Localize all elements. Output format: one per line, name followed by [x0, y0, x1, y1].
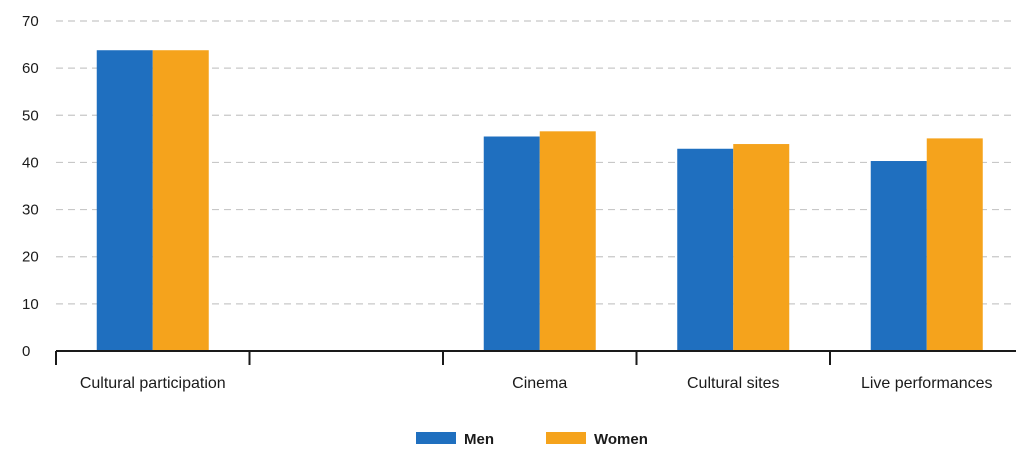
- y-tick-label: 60: [22, 60, 39, 77]
- bar-men-cultural-sites: [677, 148, 734, 351]
- bar-women-live-performances: [926, 138, 983, 351]
- bar-women-cultural-participation: [152, 50, 209, 351]
- x-axis: [55, 350, 1016, 365]
- category-label: Live performances: [861, 375, 993, 392]
- legend-label-women: Women: [594, 431, 648, 448]
- legend-swatch-men: [416, 432, 456, 444]
- legend-swatch-women: [546, 432, 586, 444]
- category-label: Cultural sites: [687, 375, 779, 392]
- y-tick-label: 0: [22, 343, 30, 360]
- y-tick-label: 20: [22, 249, 39, 266]
- y-axis-ticks: 0 10 20 30 40 50 60 70: [22, 13, 39, 360]
- legend: Men Women: [416, 431, 648, 448]
- bars: [96, 50, 983, 351]
- category-labels: Cultural participation Cinema Cultural sit…: [80, 375, 993, 392]
- y-tick-label: 30: [22, 202, 39, 219]
- legend-label-men: Men: [464, 431, 494, 448]
- category-label: Cultural participation: [80, 375, 226, 392]
- bar-men-cultural-participation: [96, 50, 153, 351]
- category-label: Cinema: [512, 375, 567, 392]
- y-tick-label: 10: [22, 296, 39, 313]
- y-tick-label: 70: [22, 13, 39, 30]
- bar-men-live-performances: [870, 161, 927, 351]
- y-tick-label: 40: [22, 154, 39, 171]
- bar-men-cinema: [483, 136, 540, 351]
- y-tick-label: 50: [22, 107, 39, 124]
- bar-women-cultural-sites: [733, 144, 790, 351]
- bar-women-cinema: [539, 131, 596, 351]
